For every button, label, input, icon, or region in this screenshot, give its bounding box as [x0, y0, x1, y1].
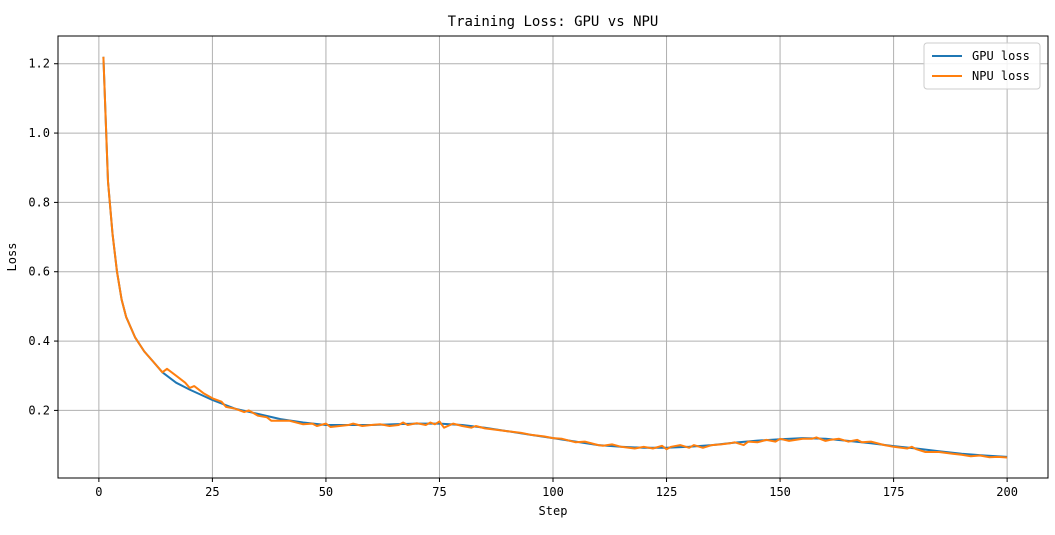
x-axis-title: Step: [539, 504, 568, 518]
x-tick-label: 25: [205, 485, 219, 499]
x-tick-label: 175: [883, 485, 905, 499]
grid: [58, 36, 1048, 478]
x-tick-label: 125: [656, 485, 678, 499]
legend-label-npu: NPU loss: [972, 69, 1030, 83]
y-tick-label: 0.4: [28, 334, 50, 348]
x-tick-label: 150: [769, 485, 791, 499]
x-axis: 0 25 50 75 100 125 150 175 200: [95, 478, 1018, 499]
series-layer: [102, 56, 1008, 459]
y-tick-label: 1.2: [28, 57, 50, 71]
x-tick-label: 75: [432, 485, 446, 499]
x-tick-label: 200: [996, 485, 1018, 499]
chart-title: Training Loss: GPU vs NPU: [448, 14, 659, 30]
legend-box: [923, 42, 1041, 90]
x-tick-label: 0: [95, 485, 102, 499]
y-tick-label: 0.6: [28, 265, 50, 279]
y-tick-label: 0.8: [28, 195, 50, 209]
gpu-loss-line: [102, 56, 1008, 458]
y-tick-label: 0.2: [28, 403, 50, 417]
y-tick-label: 1.0: [28, 126, 50, 140]
legend: GPU loss NPU loss: [923, 42, 1041, 90]
legend-label-gpu: GPU loss: [972, 49, 1030, 63]
y-axis: 0.2 0.4 0.6 0.8 1.0 1.2: [28, 57, 58, 417]
x-tick-label: 50: [319, 485, 333, 499]
y-axis-title: Loss: [5, 243, 19, 272]
npu-loss-line: [102, 56, 1008, 459]
x-tick-label: 100: [542, 485, 564, 499]
